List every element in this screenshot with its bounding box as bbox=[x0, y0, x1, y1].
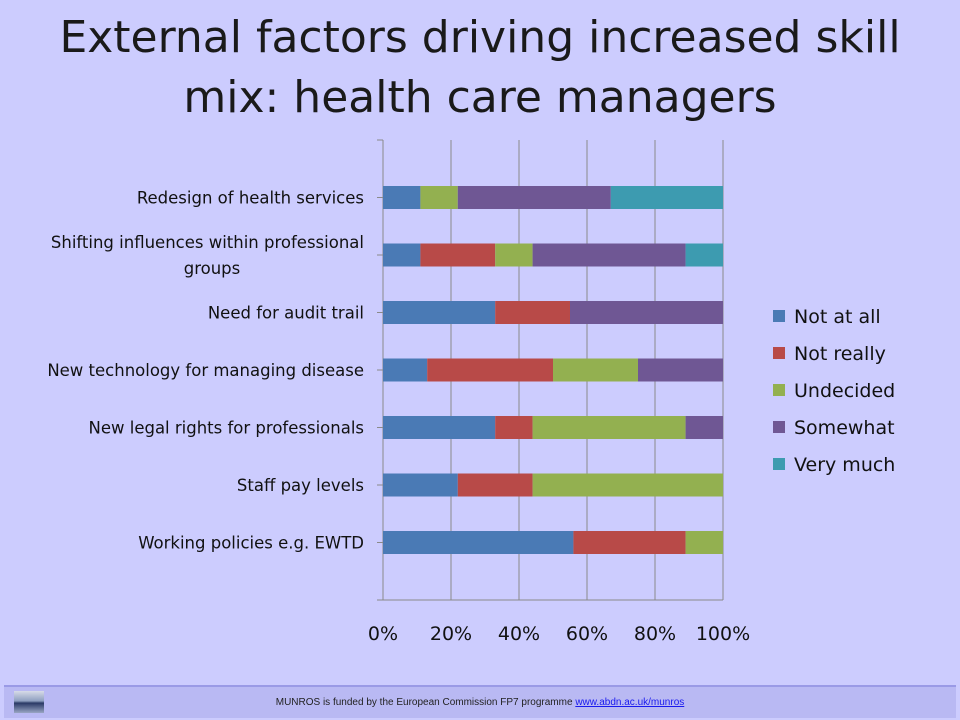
x-tick-label: 100% bbox=[696, 623, 750, 645]
bar-segment bbox=[383, 473, 458, 497]
footer-bar: MUNROS is funded by the European Commiss… bbox=[4, 685, 956, 718]
category-label: New technology for managing disease bbox=[47, 361, 364, 380]
x-tick-label: 0% bbox=[368, 623, 398, 645]
bar-segment bbox=[610, 186, 723, 209]
bar-segment bbox=[383, 531, 574, 554]
legend-swatch bbox=[773, 458, 785, 470]
bar-segment bbox=[457, 473, 533, 497]
bar-segment bbox=[495, 301, 570, 324]
bar-segment bbox=[685, 416, 723, 439]
legend-label: Not at all bbox=[794, 306, 881, 328]
bar-segment bbox=[638, 358, 723, 382]
legend-label: Somewhat bbox=[794, 417, 895, 439]
bar-segment bbox=[532, 416, 686, 439]
footer-funding-text: MUNROS is funded by the European Commiss… bbox=[275, 697, 573, 708]
legend-label: Not really bbox=[794, 343, 886, 365]
munros-logo-icon bbox=[14, 691, 44, 713]
legend-swatch bbox=[773, 421, 785, 433]
bar-segment bbox=[383, 301, 496, 324]
legend-label: Undecided bbox=[794, 380, 895, 402]
category-label: Redesign of health services bbox=[137, 189, 364, 208]
bar-segment bbox=[685, 531, 723, 554]
category-label: Shifting influences within professional bbox=[51, 233, 364, 252]
bar-segment bbox=[553, 358, 638, 382]
category-label: Working policies e.g. EWTD bbox=[138, 534, 364, 553]
bar-segment bbox=[420, 186, 458, 209]
x-tick-label: 60% bbox=[566, 623, 608, 645]
category-label: groups bbox=[184, 259, 241, 278]
bar-segment bbox=[570, 301, 723, 324]
legend-swatch bbox=[773, 310, 785, 322]
category-label: New legal rights for professionals bbox=[89, 419, 365, 438]
x-tick-label: 80% bbox=[634, 623, 676, 645]
footer-link[interactable]: www.abdn.ac.uk/munros bbox=[575, 697, 685, 708]
legend-label: Very much bbox=[794, 454, 895, 476]
bar-segment bbox=[495, 243, 533, 267]
bar-segment bbox=[383, 358, 428, 382]
bar-segment bbox=[532, 473, 723, 497]
x-tick-label: 20% bbox=[430, 623, 472, 645]
legend-swatch bbox=[773, 384, 785, 396]
bar-segment bbox=[383, 416, 496, 439]
bar-segment bbox=[457, 186, 611, 209]
footer-text: MUNROS is funded by the European Commiss… bbox=[4, 697, 956, 708]
slide-title-line-1: External factors driving increased skill bbox=[59, 12, 901, 63]
bar-segment bbox=[420, 243, 496, 267]
x-tick-label: 40% bbox=[498, 623, 540, 645]
category-label: Need for audit trail bbox=[208, 304, 364, 323]
bar-segment bbox=[495, 416, 533, 439]
bar-segment bbox=[427, 358, 553, 382]
slide-title-line-2: mix: health care managers bbox=[183, 72, 777, 123]
bar-segment bbox=[383, 186, 421, 209]
slide-title: External factors driving increased skill… bbox=[0, 8, 960, 128]
bar-segment bbox=[573, 531, 686, 554]
legend-swatch bbox=[773, 347, 785, 359]
bar-segment bbox=[685, 243, 723, 267]
category-label: Staff pay levels bbox=[237, 476, 364, 495]
bar-segment bbox=[532, 243, 686, 267]
bar-segment bbox=[383, 243, 421, 267]
